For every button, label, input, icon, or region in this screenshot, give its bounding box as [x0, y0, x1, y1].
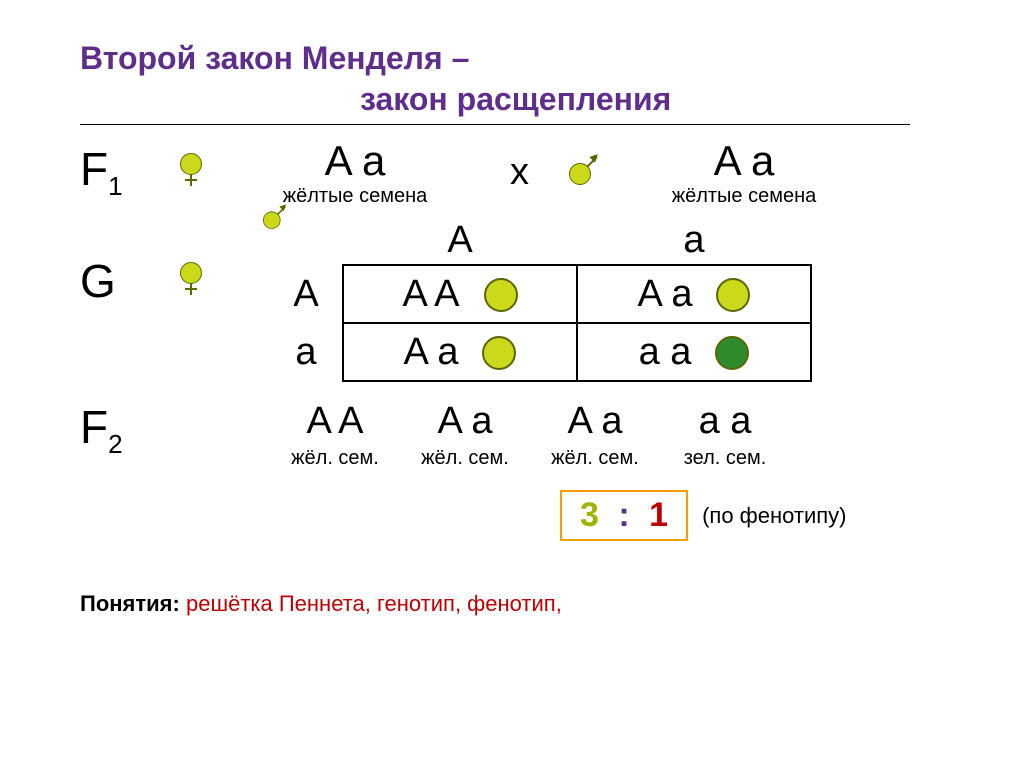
- punnett-cell-11: a a: [577, 323, 811, 381]
- punnett-cell-00: A A: [343, 265, 577, 323]
- ratio-note: (по фенотипу): [702, 503, 846, 529]
- punnett-col-header-1: a: [577, 216, 811, 265]
- female-icon-2: [180, 262, 240, 301]
- f2-offspring-2: A a жёл. сем.: [530, 400, 660, 470]
- punnett-row-header-1: a: [270, 323, 343, 381]
- ratio-sep: :: [618, 496, 629, 534]
- f2-offspring-3: a a зел. сем.: [660, 400, 790, 470]
- cross-symbol: x: [510, 151, 529, 194]
- f2-label: F2: [80, 400, 180, 460]
- parent1-block: A a жёлтые семена: [240, 137, 470, 208]
- parent1-phenotype: жёлтые семена: [283, 185, 428, 208]
- punnett-row-header-0: A: [270, 265, 343, 323]
- male-icon: [569, 155, 629, 190]
- concepts-line: Понятия: решётка Пеннета, генотип, фенот…: [80, 591, 944, 617]
- ratio-left: 3: [580, 496, 599, 534]
- punnett-cell-01: A a: [577, 265, 811, 323]
- parent2-phenotype: жёлтые семена: [672, 185, 817, 208]
- f2-offspring-1: A a жёл. сем.: [400, 400, 530, 470]
- seed-icon: [715, 336, 749, 370]
- punnett-square: A a A A A A a a A a a a: [270, 216, 812, 382]
- punnett-cell-10: A a: [343, 323, 577, 381]
- f2-offspring-0: A A жёл. сем.: [270, 400, 400, 470]
- ratio-right: 1: [649, 496, 668, 534]
- g-label: G: [80, 254, 180, 308]
- f1-label: F1: [80, 142, 180, 202]
- page-subtitle: закон расщепления: [360, 81, 944, 118]
- parent2-block: A a жёлтые семена: [629, 137, 859, 208]
- parent1-genotype: A a: [325, 137, 386, 185]
- divider: [80, 124, 910, 125]
- seed-icon: [482, 336, 516, 370]
- female-icon: [180, 153, 240, 192]
- ratio-box: 3 : 1: [560, 490, 688, 541]
- seed-icon: [484, 278, 518, 312]
- punnett-col-header-0: A: [343, 216, 577, 265]
- page-title: Второй закон Менделя –: [80, 40, 944, 77]
- seed-icon: [716, 278, 750, 312]
- parent2-genotype: A a: [714, 137, 775, 185]
- male-icon-2: [263, 205, 287, 229]
